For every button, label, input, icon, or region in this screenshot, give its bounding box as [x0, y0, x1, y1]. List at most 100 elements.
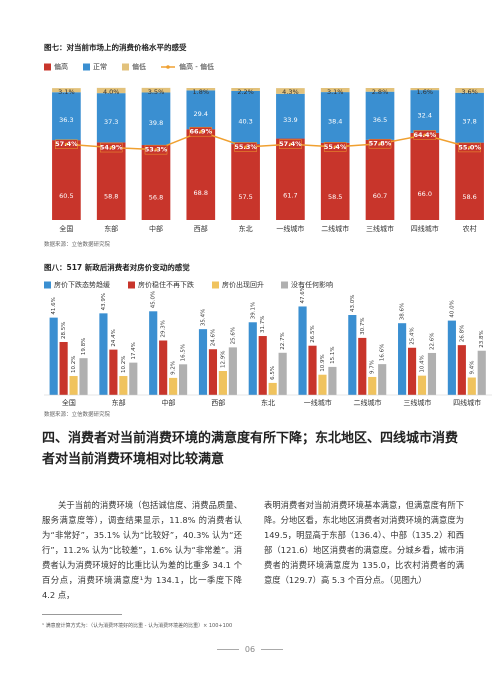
- x-tick-label: 三线城市: [366, 224, 394, 233]
- data-label: 60.7: [373, 192, 387, 200]
- page-number: 06: [0, 645, 500, 654]
- legend-label: 房价出现回升: [222, 280, 264, 289]
- data-label: 26.5%: [310, 325, 316, 342]
- data-label: 16.5%: [181, 344, 187, 361]
- data-label: 10.2%: [121, 356, 127, 373]
- bar-segment: [320, 92, 350, 143]
- source: 数据来源：立信数据研究院: [44, 242, 111, 248]
- line-point: [244, 145, 248, 149]
- data-label: 32.4: [418, 111, 432, 119]
- data-label: 41.6%: [51, 297, 57, 314]
- line-point: [333, 145, 337, 149]
- chart-title: 图八：517 新政后消费者对房价变动的感觉: [44, 262, 190, 272]
- bar: [467, 377, 476, 395]
- data-label: 28.5%: [61, 322, 67, 339]
- page-number-text: 06: [244, 645, 256, 654]
- x-tick-label: 一线城市: [304, 398, 332, 407]
- legend-swatch: [44, 281, 51, 289]
- bar-segment: [231, 90, 260, 145]
- x-tick-label: 东部: [112, 398, 126, 407]
- x-tick-label: 全国: [62, 398, 76, 407]
- paragraph: 关于当前的消费环境（包括诚信度、消费品质量、服务满意度等），调查结果显示，11.…: [42, 500, 242, 600]
- x-tick-label: 三线城市: [403, 398, 431, 407]
- bar: [328, 366, 337, 395]
- bar: [79, 358, 88, 395]
- data-label: 38.6%: [400, 303, 406, 320]
- data-label: 3.1%: [58, 88, 75, 96]
- x-tick-label: 一线城市: [276, 224, 304, 233]
- bar-segment: [52, 92, 81, 141]
- data-label: 25.6%: [230, 327, 236, 344]
- data-label: 61.7: [283, 192, 297, 200]
- line-series: [66, 130, 470, 151]
- data-label: 39.8: [149, 119, 163, 127]
- x-tick-label: 全国: [59, 224, 73, 233]
- data-label: 30.7%: [360, 317, 366, 334]
- legend-label: 偏高 - 偏低: [179, 62, 214, 71]
- data-label: 9.2%: [171, 361, 177, 375]
- bar: [447, 320, 456, 395]
- x-tick-label: 东北: [239, 224, 253, 233]
- data-label: 15.1%: [330, 346, 336, 363]
- data-label: 57.8%: [369, 140, 392, 148]
- x-tick-label: 二线城市: [321, 224, 349, 233]
- chart: 图七：对当前市场上的消费价格水平的感受 偏高 正常 偏低 偏高 - 偏低 60.5 58.…: [44, 42, 484, 233]
- bar: [427, 352, 437, 395]
- bar-segment: [52, 140, 81, 220]
- x-tick-label: 西部: [211, 398, 225, 407]
- legend-dot: [166, 65, 170, 69]
- bar: [248, 322, 257, 395]
- data-label: 31.7%: [260, 316, 266, 333]
- bar: [378, 364, 387, 395]
- data-label: 53.3%: [145, 146, 168, 154]
- data-label: 47.6%: [300, 286, 306, 303]
- data-label: 55.4%: [324, 143, 347, 151]
- legend-swatch: [212, 281, 219, 289]
- bar-segment: [320, 88, 350, 93]
- bar: [308, 345, 317, 395]
- bar: [477, 350, 486, 395]
- data-label: 12.9%: [220, 351, 226, 368]
- bar-segment: [186, 90, 216, 130]
- bar-segment: [276, 93, 305, 139]
- bar-segment: [410, 132, 440, 220]
- legend-label: 偏低: [132, 62, 146, 71]
- data-label: 9.7%: [370, 360, 376, 374]
- data-label: 64.4%: [414, 131, 437, 139]
- data-label: 55.0%: [458, 143, 481, 151]
- data-label: 66.0: [418, 190, 432, 198]
- bar-segment: [96, 93, 126, 143]
- legend-label: 房价下跌态势趋缓: [54, 280, 110, 289]
- legend-label: 偏高: [54, 62, 68, 71]
- bar: [49, 317, 58, 395]
- bar: [198, 329, 208, 395]
- data-label: 25.4%: [410, 327, 416, 344]
- bar: [398, 323, 407, 395]
- bar: [278, 352, 287, 395]
- bar: [417, 375, 427, 395]
- bar: [129, 362, 138, 395]
- bar-segment: [52, 88, 81, 93]
- legend-label: 没有任何影响: [291, 280, 333, 289]
- x-tick-label: 东北: [261, 398, 275, 407]
- data-label: 38.4: [328, 117, 342, 125]
- data-label: 60.5: [59, 192, 73, 200]
- bar-segment: [410, 90, 440, 133]
- data-label: 24.6%: [210, 329, 216, 346]
- bar: [258, 336, 267, 395]
- x-tick-label: 四线城市: [453, 398, 481, 407]
- legend-swatch: [122, 63, 129, 71]
- bar: [348, 315, 357, 395]
- x-tick-label: 西部: [194, 224, 208, 233]
- chart: 图八：517 新政后消费者对房价变动的感觉 房价下跌态势趋缓 房价稳住不再下跌 房价…: [44, 262, 492, 407]
- data-label: 19.8%: [81, 338, 87, 355]
- bar: [149, 311, 158, 395]
- bar: [457, 345, 466, 395]
- bar: [228, 347, 237, 395]
- data-label: 57.4%: [279, 140, 302, 148]
- bar: [99, 313, 108, 395]
- bar: [109, 349, 118, 395]
- bar-segment: [276, 138, 305, 220]
- bar: [69, 376, 78, 395]
- footnote-rule: [42, 614, 122, 615]
